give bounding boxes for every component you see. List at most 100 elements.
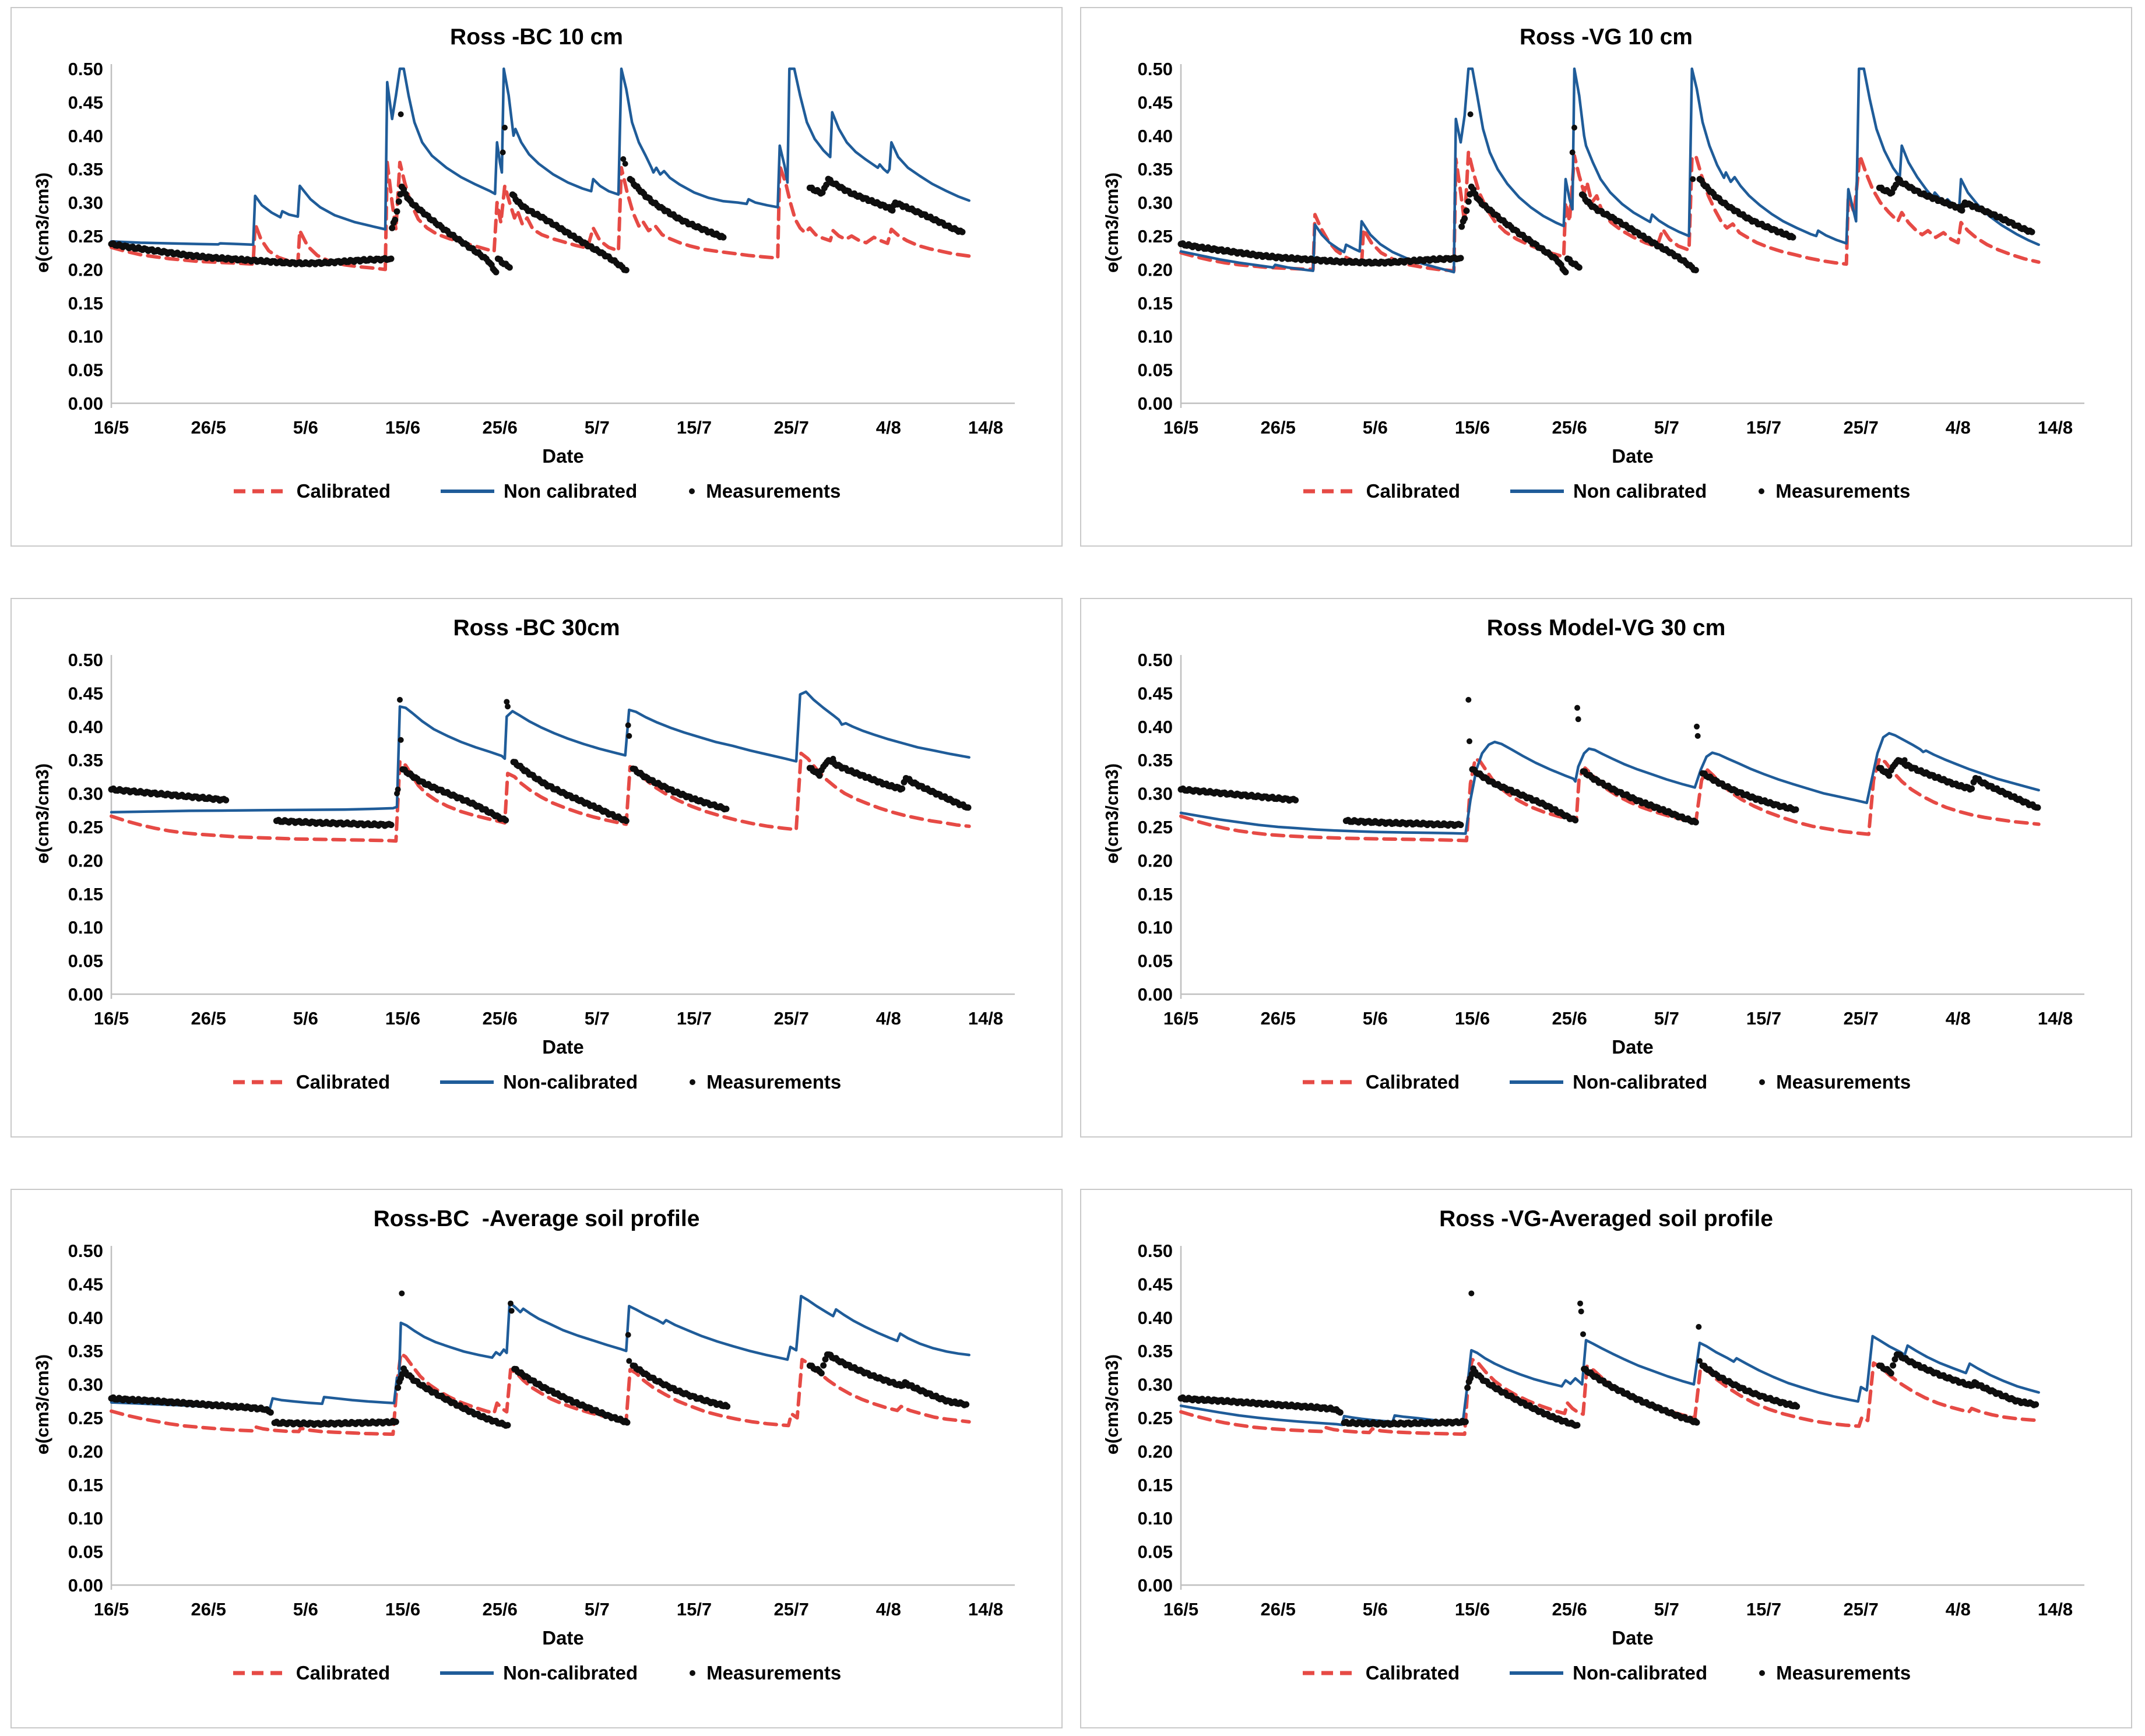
svg-text:Date: Date [542,1627,584,1647]
legend-item-measurements: Measurements [1756,1071,1911,1093]
svg-text:5/6: 5/6 [293,1599,318,1619]
svg-text:16/5: 16/5 [1163,1008,1198,1029]
dot-icon [690,1079,696,1085]
svg-text:0.10: 0.10 [68,1508,103,1529]
solid-line-icon [1510,1671,1564,1675]
svg-text:0.20: 0.20 [68,850,103,871]
legend-item-non-calibrated: Non-calibrated [439,1662,638,1684]
legend-label: Non-calibrated [1573,1662,1708,1684]
legend-item-measurements: Measurements [1756,1662,1911,1684]
svg-text:0.00: 0.00 [68,393,103,414]
svg-text:25/6: 25/6 [482,1599,517,1619]
svg-text:0.35: 0.35 [68,1341,103,1361]
legend-item-calibrated: Calibrated [1302,480,1460,502]
svg-text:15/7: 15/7 [676,1008,711,1029]
svg-text:14/8: 14/8 [2037,1599,2072,1619]
chart-panel-ross-bc-10cm: Ross -BC 10 cm 0.00 0.05 0.10 0.15 0.20 0.25 0… [10,7,1063,547]
chart-legend: Calibrated Non-calibrated Measurements [1093,1071,2119,1093]
svg-text:ɵ(cm3/cm3): ɵ(cm3/cm3) [32,1354,52,1455]
svg-text:16/5: 16/5 [93,1599,128,1619]
svg-text:0.00: 0.00 [1137,393,1172,414]
plot-area: 0.00 0.05 0.10 0.15 0.20 0.25 0.30 0.35 0.40 0.45… [32,1241,1015,1647]
svg-text:25/7: 25/7 [1843,1599,1878,1619]
chart-legend: Calibrated Non-calibrated Measurements [23,1662,1050,1684]
svg-text:0.05: 0.05 [68,1542,103,1562]
svg-text:Date: Date [542,445,584,465]
svg-text:15/6: 15/6 [385,417,420,438]
svg-text:0.25: 0.25 [1137,226,1172,247]
svg-text:5/6: 5/6 [1362,417,1387,438]
legend-label: Measurements [706,1662,842,1684]
svg-text:15/6: 15/6 [1454,417,1489,438]
legend-item-non-calibrated: Non-calibrated [1508,1071,1707,1093]
dot-icon [690,1670,696,1676]
svg-text:15/6: 15/6 [385,1599,420,1619]
svg-text:26/5: 26/5 [191,1599,226,1619]
svg-text:14/8: 14/8 [2037,1008,2072,1029]
svg-text:5/6: 5/6 [293,1008,318,1029]
svg-text:0.10: 0.10 [1137,326,1172,347]
svg-text:25/6: 25/6 [482,1008,517,1029]
svg-text:0.20: 0.20 [1137,850,1172,871]
svg-text:0.30: 0.30 [68,193,103,213]
legend-item-measurements: Measurements [1756,480,1910,502]
chart-panel-ross-vg-10cm: Ross -VG 10 cm 0.00 0.05 0.10 0.15 0.20 0.25 0… [1080,7,2132,547]
svg-text:0.25: 0.25 [68,817,103,837]
legend-label: Non-calibrated [503,1662,638,1684]
svg-text:ɵ(cm3/cm3): ɵ(cm3/cm3) [32,763,52,864]
plot-area: 0.00 0.05 0.10 0.15 0.20 0.25 0.30 0.35 0.40 0.45… [32,59,1015,465]
chart-title: Ross-BC -Average soil profile [373,1206,700,1231]
legend-label: Calibrated [1366,480,1461,502]
dot-icon [1759,1079,1766,1085]
legend-label: Measurements [706,480,841,502]
svg-text:0.10: 0.10 [1137,917,1172,938]
svg-text:0.50: 0.50 [1137,650,1172,670]
dot-icon [689,488,695,494]
solid-line-icon [1510,1080,1564,1084]
svg-text:0.50: 0.50 [1137,59,1172,79]
svg-text:5/6: 5/6 [293,417,318,438]
svg-text:0.15: 0.15 [68,1475,103,1495]
chart-panel-ross-model-vg-30cm: Ross Model-VG 30 cm 0.00 0.05 0.10 0.15 0.20… [1080,598,2132,1138]
svg-text:5/6: 5/6 [1362,1599,1387,1619]
svg-text:5/7: 5/7 [1654,1008,1679,1029]
svg-text:0.40: 0.40 [68,717,103,737]
legend-item-measurements: Measurements [686,480,841,502]
svg-text:0.25: 0.25 [68,226,103,247]
svg-text:0.05: 0.05 [1137,360,1172,381]
svg-text:0.10: 0.10 [1137,1508,1172,1529]
chart-title: Ross -BC 10 cm [450,24,623,50]
chart-legend: Calibrated Non-calibrated Measurements [1093,1662,2119,1684]
svg-text:25/7: 25/7 [1843,1008,1878,1029]
dot-icon [1759,488,1765,494]
svg-text:16/5: 16/5 [93,1008,128,1029]
svg-text:0.05: 0.05 [68,360,103,381]
svg-text:5/7: 5/7 [584,417,609,438]
chart-panel-ross-bc-average-profile: Ross-BC -Average soil profile 0.00 0.05 0.… [10,1189,1063,1728]
svg-text:0.50: 0.50 [1137,1241,1172,1261]
svg-text:4/8: 4/8 [875,417,901,438]
svg-text:Date: Date [1612,1627,1654,1647]
legend-label: Measurements [1775,480,1911,502]
svg-text:15/6: 15/6 [385,1008,420,1029]
dashed-line-icon [233,489,287,494]
svg-text:0.15: 0.15 [68,884,103,904]
chart-legend: Calibrated Non calibrated Measurements [1093,480,2119,502]
chart-title: Ross -BC 30cm [453,615,620,640]
svg-text:25/6: 25/6 [482,417,517,438]
legend-label: Calibrated [1365,1071,1460,1093]
svg-text:0.35: 0.35 [1137,1341,1172,1361]
solid-line-icon [440,1671,494,1675]
svg-text:14/8: 14/8 [968,417,1003,438]
svg-text:0.25: 0.25 [68,1408,103,1428]
svg-text:0.05: 0.05 [1137,951,1172,971]
svg-text:0.45: 0.45 [68,92,103,112]
svg-text:5/6: 5/6 [1362,1008,1387,1029]
chart-panel-ross-bc-30cm: Ross -BC 30cm 0.00 0.05 0.10 0.15 0.20 0.25 0.… [10,598,1063,1138]
legend-item-non-calibrated: Non calibrated [439,480,637,502]
svg-text:5/7: 5/7 [1654,417,1679,438]
chart-title: Ross -VG 10 cm [1520,24,1693,50]
svg-text:16/5: 16/5 [1163,1599,1198,1619]
legend-item-calibrated: Calibrated [233,480,391,502]
svg-text:0.15: 0.15 [68,293,103,314]
